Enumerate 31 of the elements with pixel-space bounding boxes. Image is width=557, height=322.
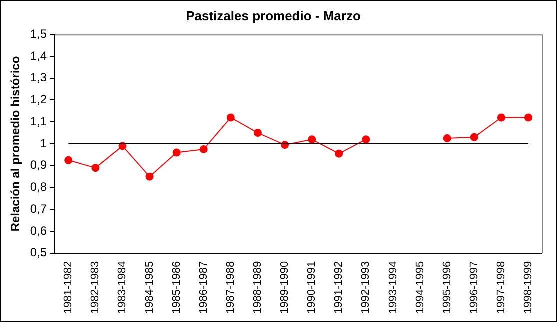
y-tick-label: 0,5	[30, 246, 48, 260]
y-axis-title: Relación al promedio histórico	[8, 56, 23, 232]
x-tick-label: 1991-1992	[333, 261, 346, 314]
y-tick-label: 1,2	[30, 92, 48, 107]
x-tick-label: 1986-1987	[198, 261, 210, 314]
x-tick-label: 1988-1989	[252, 261, 264, 314]
y-tick-label: 1	[40, 136, 48, 150]
x-tick-label: 1984-1985	[144, 261, 156, 314]
x-tick-label: 1989-1990	[279, 261, 292, 314]
y-tick-label: 0,6	[30, 224, 48, 238]
y-tick-label: 1,4	[30, 48, 48, 63]
x-tick-label: 1981-1982	[62, 261, 75, 314]
x-tick-label: 1987-1988	[224, 261, 237, 314]
x-tick-label: 1982-1983	[90, 261, 102, 314]
chart-title: Pastizales promedio - Marzo	[186, 8, 361, 24]
x-tick-label: 1990-1991	[306, 261, 318, 314]
y-tick-label: 1,5	[30, 26, 48, 41]
x-tick-label: 1996-1997	[468, 261, 480, 314]
y-tick-label: 0,8	[30, 180, 48, 194]
y-tick-label: 0,9	[30, 158, 48, 172]
x-tick-label: 1992-1993	[360, 261, 372, 314]
y-tick-label: 0,7	[30, 202, 48, 216]
x-tick-label: 1997-1998	[495, 261, 508, 314]
y-tick-label: 1,3	[30, 70, 48, 85]
x-tick-label: 1983-1984	[116, 261, 129, 314]
x-tick-label: 1985-1986	[170, 261, 183, 314]
x-tick-label: 1995-1996	[441, 261, 454, 314]
x-tick-label: 1994-1995	[414, 261, 426, 314]
x-tick-label: 1993-1994	[387, 261, 400, 314]
y-tick-label: 1,1	[30, 114, 48, 128]
x-tick-label: 1998-1999	[522, 261, 535, 314]
